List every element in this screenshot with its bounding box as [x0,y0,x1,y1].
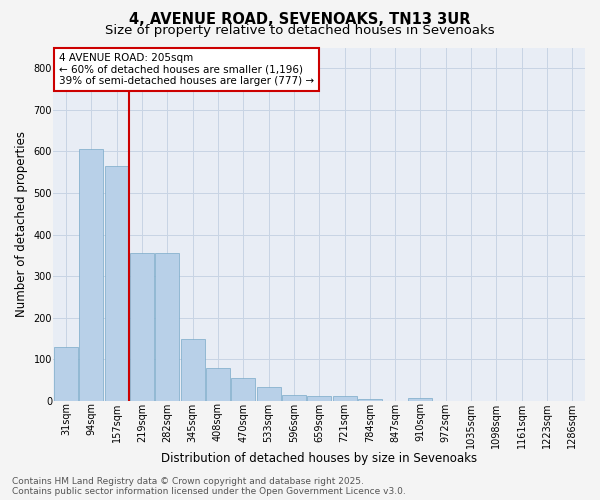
Bar [79,150,103,401]
Text: 4 AVENUE ROAD: 205sqm
← 60% of detached houses are smaller (1,196)
39% of semi-d: 4 AVENUE ROAD: 205sqm ← 60% of detached … [59,53,314,86]
Bar [257,387,281,401]
Text: Contains HM Land Registry data © Crown copyright and database right 2025.
Contai: Contains HM Land Registry data © Crown c… [12,476,406,496]
Text: 4, AVENUE ROAD, SEVENOAKS, TN13 3UR: 4, AVENUE ROAD, SEVENOAKS, TN13 3UR [129,12,471,28]
Bar [105,166,129,401]
X-axis label: Distribution of detached houses by size in Sevenoaks: Distribution of detached houses by size … [161,452,477,465]
Bar [332,396,356,401]
Bar [206,368,230,401]
Bar [358,399,382,401]
Bar [307,396,331,401]
Bar [409,398,433,401]
Bar [231,378,256,401]
Text: Size of property relative to detached houses in Sevenoaks: Size of property relative to detached ho… [105,24,495,37]
Bar [181,338,205,401]
Bar [130,254,154,401]
Y-axis label: Number of detached properties: Number of detached properties [15,131,28,317]
Bar [54,347,78,401]
Bar [155,254,179,401]
Bar [282,394,306,401]
